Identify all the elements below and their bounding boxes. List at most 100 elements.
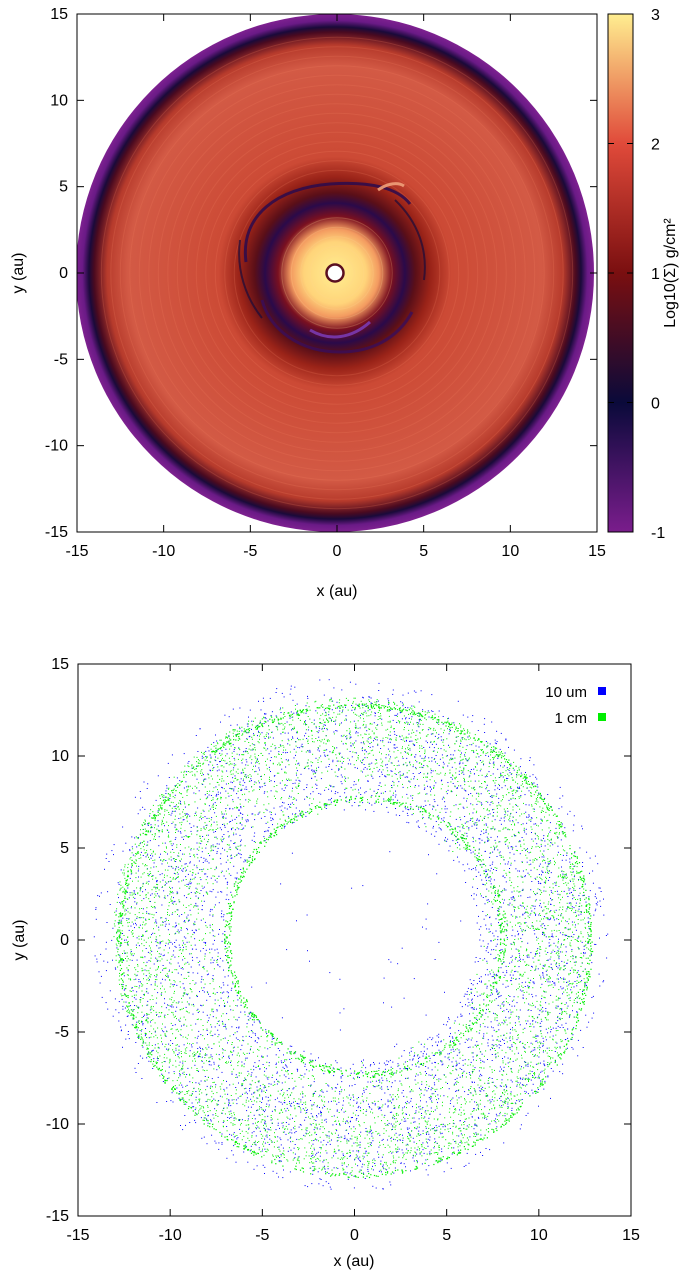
dust-particle <box>195 735 197 736</box>
dust-particle <box>279 744 281 746</box>
dust-particle <box>337 776 339 778</box>
dust-particle <box>577 970 579 972</box>
dust-particle <box>346 1166 348 1168</box>
dust-particle <box>473 751 475 753</box>
dust-particle <box>506 839 508 841</box>
dust-particle <box>199 798 201 800</box>
dust-particle <box>345 1129 347 1131</box>
dust-particle <box>245 1142 247 1143</box>
dust-particle <box>543 1064 545 1066</box>
dust-particle <box>250 1098 252 1100</box>
dust-particle <box>214 999 216 1001</box>
dust-particle <box>198 790 200 792</box>
dust-particle <box>158 926 160 928</box>
dust-particle <box>484 841 486 843</box>
dust-particle <box>253 783 255 785</box>
dust-particle <box>576 997 578 999</box>
dust-particle <box>189 1043 191 1045</box>
dust-particle <box>164 1061 166 1063</box>
dust-particle <box>393 1118 395 1120</box>
dust-particle <box>397 1065 399 1067</box>
dust-particle <box>209 769 211 771</box>
dust-particle <box>372 777 374 779</box>
dust-particle <box>161 863 163 865</box>
dust-particle <box>306 709 308 711</box>
disk-ring <box>195 131 479 415</box>
dust-particle <box>491 1099 493 1101</box>
dust-particle <box>488 876 490 878</box>
dust-particle <box>221 813 223 815</box>
dust-particle <box>534 1072 535 1074</box>
dust-particle <box>505 980 507 982</box>
dust-particle <box>337 792 339 794</box>
dust-particle <box>252 1104 254 1105</box>
dust-particle <box>490 994 492 996</box>
dust-particle <box>520 1078 522 1080</box>
dust-particle <box>530 1079 532 1081</box>
dust-particle <box>157 1062 158 1064</box>
dust-particle <box>564 965 566 967</box>
dust-particle <box>249 1083 251 1085</box>
dust-particle <box>111 939 113 941</box>
dust-particle <box>327 1141 329 1143</box>
dust-particle <box>95 907 97 909</box>
dust-particle <box>216 821 218 823</box>
dust-particle <box>585 901 587 903</box>
dust-particle <box>189 861 191 863</box>
dust-particle <box>353 720 355 722</box>
dust-particle <box>503 1039 505 1041</box>
dust-particle <box>354 697 356 699</box>
dust-particle <box>167 1004 168 1006</box>
dust-particle <box>378 1156 380 1158</box>
dust-particle <box>562 987 564 989</box>
dust-particle <box>474 987 476 989</box>
dust-particle <box>290 688 292 690</box>
dust-particle <box>494 828 496 830</box>
dust-particle <box>127 907 129 909</box>
dust-particle <box>344 792 346 794</box>
dust-particle <box>231 1051 233 1053</box>
dust-particle <box>431 788 432 790</box>
dust-particle <box>477 792 479 794</box>
dust-particle <box>491 1060 493 1061</box>
dust-particle <box>459 1043 461 1045</box>
dust-particle <box>536 892 538 894</box>
dust-particle <box>251 736 253 738</box>
dust-particle <box>305 712 307 714</box>
dust-particle <box>213 831 215 833</box>
dust-particle <box>471 1003 473 1004</box>
dust-particle <box>162 842 164 844</box>
dust-particle <box>410 786 411 787</box>
dust-particle <box>326 1135 328 1137</box>
dust-particle <box>280 712 282 713</box>
dust-particle <box>498 1044 500 1046</box>
dust-particle <box>434 1074 436 1076</box>
dust-particle <box>188 919 190 921</box>
dust-particle <box>467 1039 469 1041</box>
dust-particle <box>181 1084 183 1086</box>
dust-particle <box>382 1164 384 1166</box>
dust-particle <box>118 1012 120 1014</box>
dust-particle <box>220 721 221 723</box>
dust-particle <box>312 791 314 793</box>
dust-particle <box>304 1063 306 1065</box>
dust-particle <box>560 977 561 979</box>
dust-particle <box>240 1011 242 1013</box>
dust-particle <box>328 788 330 790</box>
dust-particle <box>438 716 440 718</box>
dust-particle <box>431 710 433 712</box>
dust-particle <box>150 954 152 956</box>
dust-particle <box>487 899 489 901</box>
dust-particle <box>504 913 506 915</box>
dust-particle <box>483 884 485 885</box>
dust-particle <box>293 757 295 759</box>
dust-particle <box>490 883 492 885</box>
dust-particle <box>259 720 261 722</box>
dust-particle <box>172 1006 174 1008</box>
dust-particle <box>318 750 320 752</box>
dust-particle <box>418 1118 420 1120</box>
dust-particle <box>251 743 253 745</box>
dust-particle <box>478 1109 480 1111</box>
dust-particle <box>190 878 191 880</box>
dust-particle <box>501 1022 503 1024</box>
